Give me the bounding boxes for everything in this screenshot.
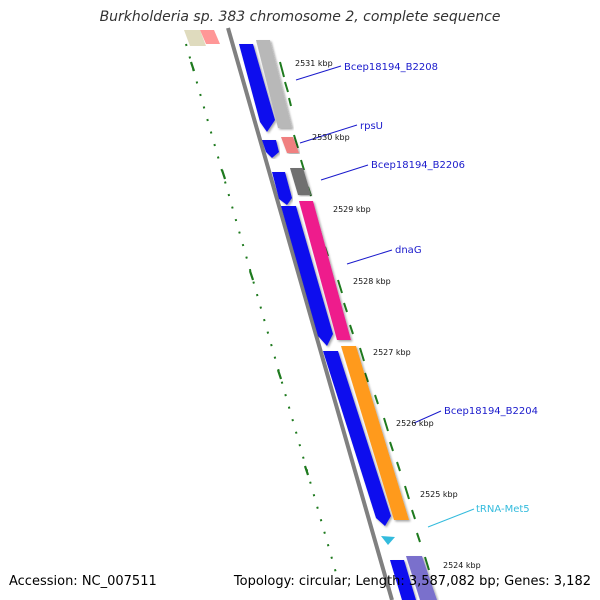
top-feature-white — [182, 30, 246, 46]
gene-purple-bottom[interactable] — [406, 556, 437, 600]
gene-label-dnag[interactable]: dnaG — [395, 245, 422, 256]
gene-gray-b2208[interactable] — [256, 40, 292, 128]
cds-blue-2[interactable] — [262, 140, 279, 158]
gene-label-trna-met5[interactable]: tRNA-Met5 — [476, 504, 530, 515]
cds-blue-1[interactable] — [239, 44, 275, 132]
tick-marks — [279, 61, 430, 571]
gene-darkgray-b2206[interactable] — [290, 168, 311, 195]
map-title: Burkholderia sp. 383 chromosome 2, compl… — [99, 9, 501, 25]
label-leaders — [295, 65, 475, 528]
cds-blue-4[interactable] — [281, 206, 333, 346]
dotted-ring — [185, 43, 339, 581]
gene-label-b2208[interactable]: Bcep18194_B2208 — [344, 62, 438, 73]
cds-blue-6[interactable] — [390, 560, 416, 600]
tick-label-2529: 2529 kbp — [333, 205, 371, 214]
backbone-line — [226, 27, 394, 600]
tick-label-2531: 2531 kbp — [295, 59, 333, 68]
tick-label-2528: 2528 kbp — [353, 277, 391, 286]
gene-label-b2206[interactable]: Bcep18194_B2206 — [371, 160, 465, 171]
tick-label-2526: 2526 kbp — [396, 419, 434, 428]
gene-label-b2204[interactable]: Bcep18194_B2204 — [444, 406, 538, 417]
accession-label: Accession: NC_007511 — [9, 574, 157, 589]
gene-label-rpsu[interactable]: rpsU — [360, 121, 383, 132]
gene-orange-b2204[interactable] — [341, 346, 409, 520]
gene-pink-rpsu[interactable] — [281, 137, 299, 153]
gene-trna-met5[interactable] — [381, 536, 395, 545]
tick-label-2530: 2530 kbp — [312, 133, 350, 142]
tick-label-2524: 2524 kbp — [443, 561, 481, 570]
cds-blue-3[interactable] — [272, 172, 292, 205]
tick-label-2527: 2527 kbp — [373, 348, 411, 357]
cds-blue-5[interactable] — [323, 351, 391, 526]
gene-magenta-dnag[interactable] — [299, 201, 351, 340]
topology-label: Topology: circular; Length: 3,587,082 bp… — [233, 574, 591, 589]
dotted-ring-major — [189, 61, 310, 476]
tick-label-2525: 2525 kbp — [420, 490, 458, 499]
